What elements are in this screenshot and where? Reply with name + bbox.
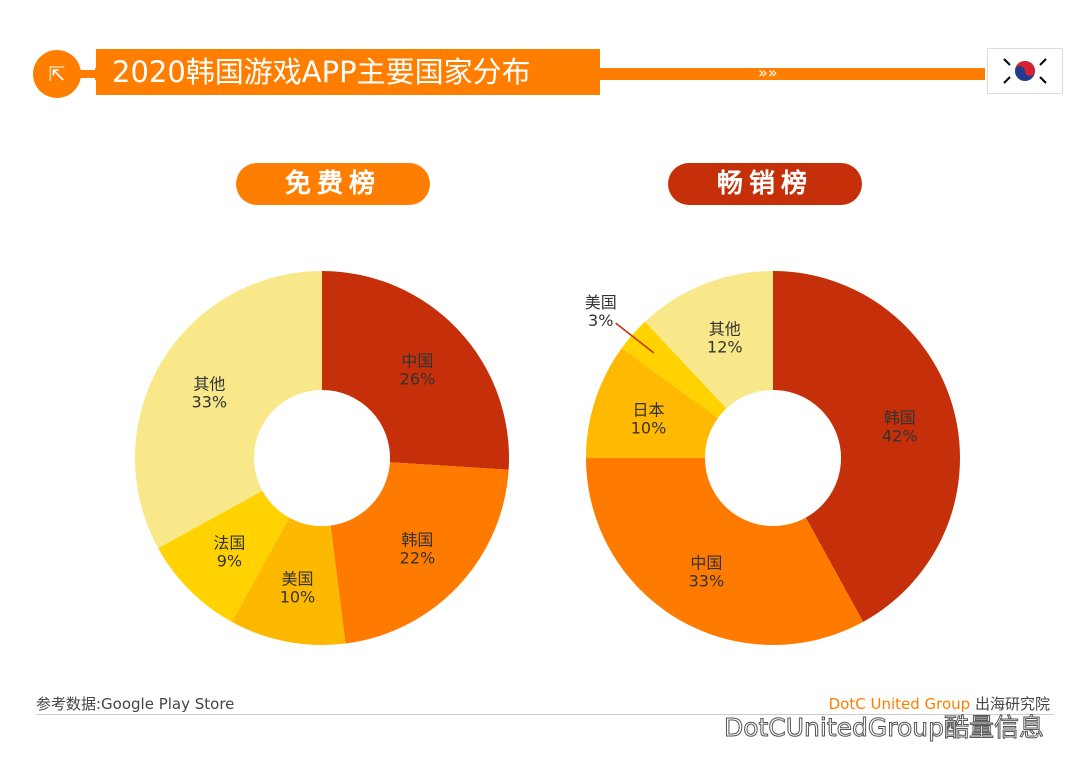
slice-value: 12% <box>707 337 743 356</box>
slice-法国 <box>158 490 290 622</box>
slice-label: 其他 <box>709 319 741 338</box>
slice-value: 10% <box>631 419 667 438</box>
slice-value: 33% <box>689 572 725 591</box>
brand: DotC United Group 出海研究院 <box>829 693 1050 714</box>
slice-label: 韩国 <box>401 531 433 550</box>
south-korea-flag <box>987 48 1063 94</box>
slice-value: 26% <box>400 369 436 388</box>
slice-美国 <box>231 517 346 646</box>
slice-value: 10% <box>280 588 316 607</box>
watermark: DotCUnitedGroup酷量信息 <box>723 713 1044 743</box>
page-title: 2020韩国游戏APP主要国家分布 <box>96 49 600 95</box>
chevrons-icon: »» <box>758 63 778 82</box>
slice-label: 其他 <box>193 374 225 393</box>
slice-label: 韩国 <box>884 408 916 427</box>
chart-title-grossing: 畅销榜 <box>668 163 862 205</box>
slice-value: 22% <box>400 549 436 568</box>
donut-hole <box>715 400 831 516</box>
slice-中国 <box>322 271 509 470</box>
slice-value: 3% <box>588 311 613 330</box>
slice-韩国 <box>330 462 509 644</box>
brand-en: DotC United Group <box>828 695 971 713</box>
slice-label: 中国 <box>690 554 722 573</box>
slice-value: 42% <box>882 426 918 445</box>
data-source: 参考数据:Google Play Store <box>36 695 235 713</box>
slice-其他 <box>644 271 773 409</box>
slice-value: 9% <box>217 552 242 571</box>
slice-其他 <box>134 271 322 549</box>
slice-label: 美国 <box>585 293 617 312</box>
slice-label: 日本 <box>632 401 664 420</box>
slice-韩国 <box>773 271 961 622</box>
slice-label: 美国 <box>281 570 313 589</box>
slice-label: 法国 <box>213 534 245 553</box>
slice-日本 <box>586 348 718 458</box>
slice-美国 <box>621 321 727 419</box>
footer-divider <box>36 714 1054 715</box>
slice-中国 <box>586 458 864 645</box>
slice-label: 中国 <box>401 351 433 370</box>
leader-line <box>615 322 655 354</box>
header-connector <box>78 70 98 78</box>
slice-value: 33% <box>192 392 228 411</box>
header-badge: ⇱ <box>33 50 81 98</box>
external-link-icon: ⇱ <box>48 62 66 86</box>
chart-title-free: 免费榜 <box>236 163 430 205</box>
brand-cn: 出海研究院 <box>974 695 1050 713</box>
donut-hole <box>264 400 380 516</box>
